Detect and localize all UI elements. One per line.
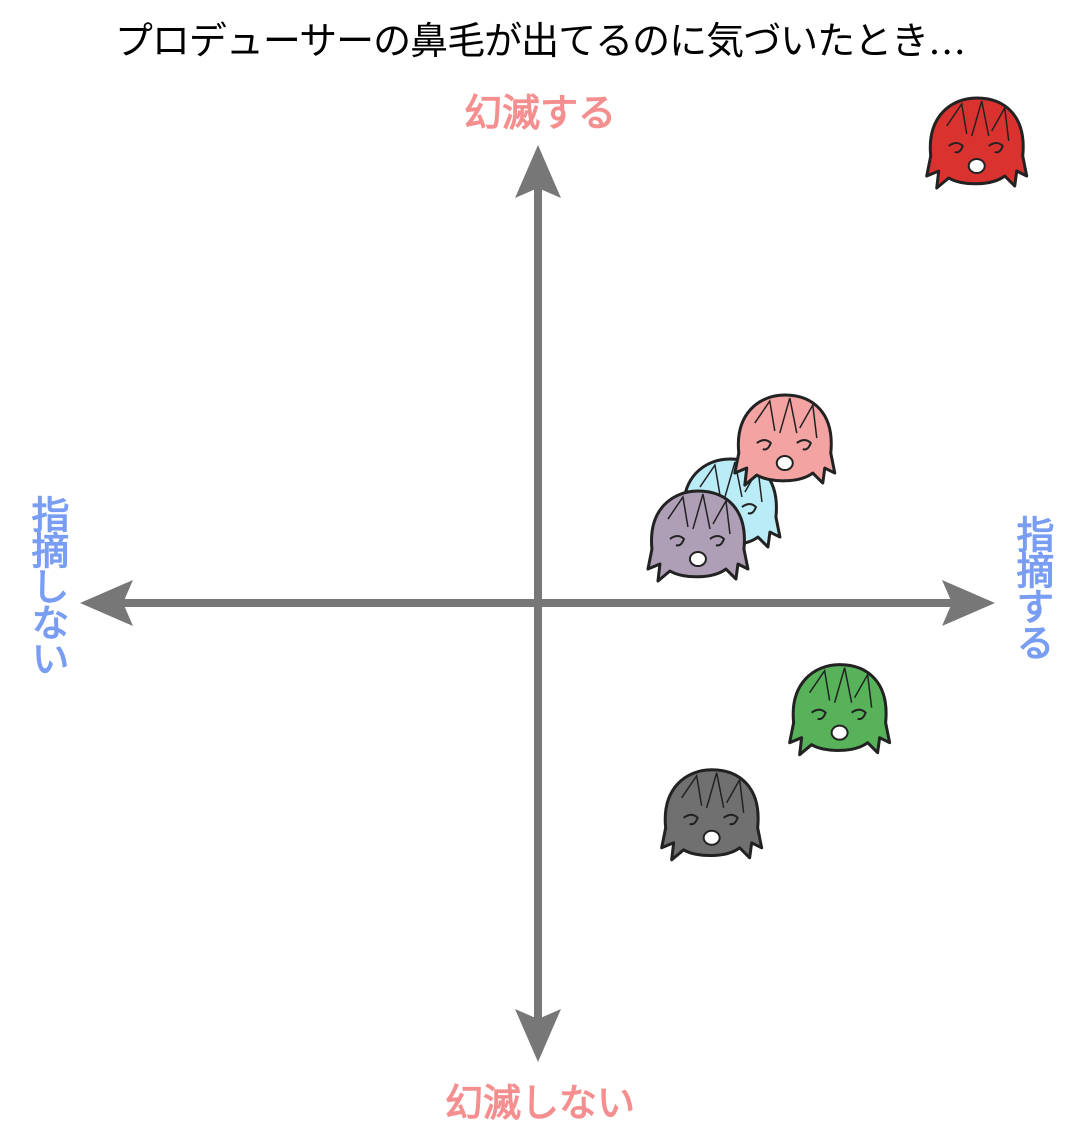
character-head-icon — [788, 663, 892, 757]
axis-label-right: 指摘する — [1010, 515, 1054, 659]
axis-label-bottom: 幻滅しない — [444, 1081, 635, 1125]
axis-label-top: 幻滅する — [463, 91, 616, 135]
chart-title: プロデューサーの鼻毛が出てるのに気づいたとき… — [114, 19, 966, 63]
arrow-right-icon — [942, 580, 995, 626]
character-head-icon — [646, 489, 750, 583]
arrow-down-icon — [515, 1009, 561, 1062]
character-head-icon — [660, 768, 764, 862]
character-head-icon — [925, 96, 1029, 190]
character-head-icon — [733, 393, 837, 487]
arrow-left-icon — [80, 580, 133, 626]
arrow-up-icon — [515, 145, 561, 198]
axis-label-left: 指摘しない — [25, 495, 69, 675]
